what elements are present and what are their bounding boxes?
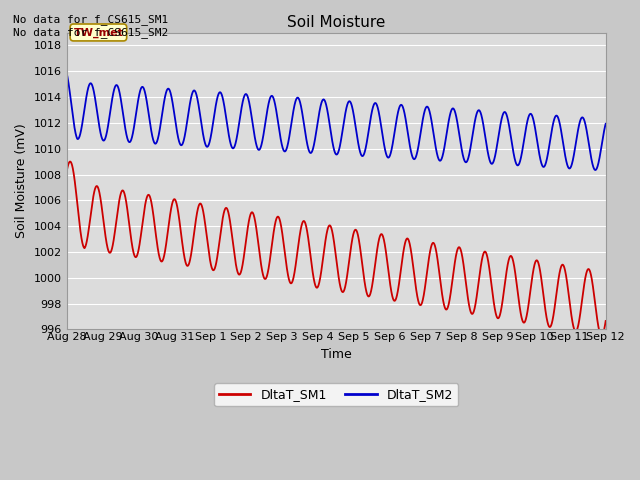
- Y-axis label: Soil Moisture (mV): Soil Moisture (mV): [15, 123, 28, 239]
- Legend: DltaT_SM1, DltaT_SM2: DltaT_SM1, DltaT_SM2: [214, 383, 458, 406]
- Text: TW_met: TW_met: [74, 27, 124, 37]
- Text: No data for f_CS615_SM1
No data for f_CS615_SM2: No data for f_CS615_SM1 No data for f_CS…: [13, 14, 168, 38]
- Title: Soil Moisture: Soil Moisture: [287, 15, 385, 30]
- X-axis label: Time: Time: [321, 348, 351, 360]
